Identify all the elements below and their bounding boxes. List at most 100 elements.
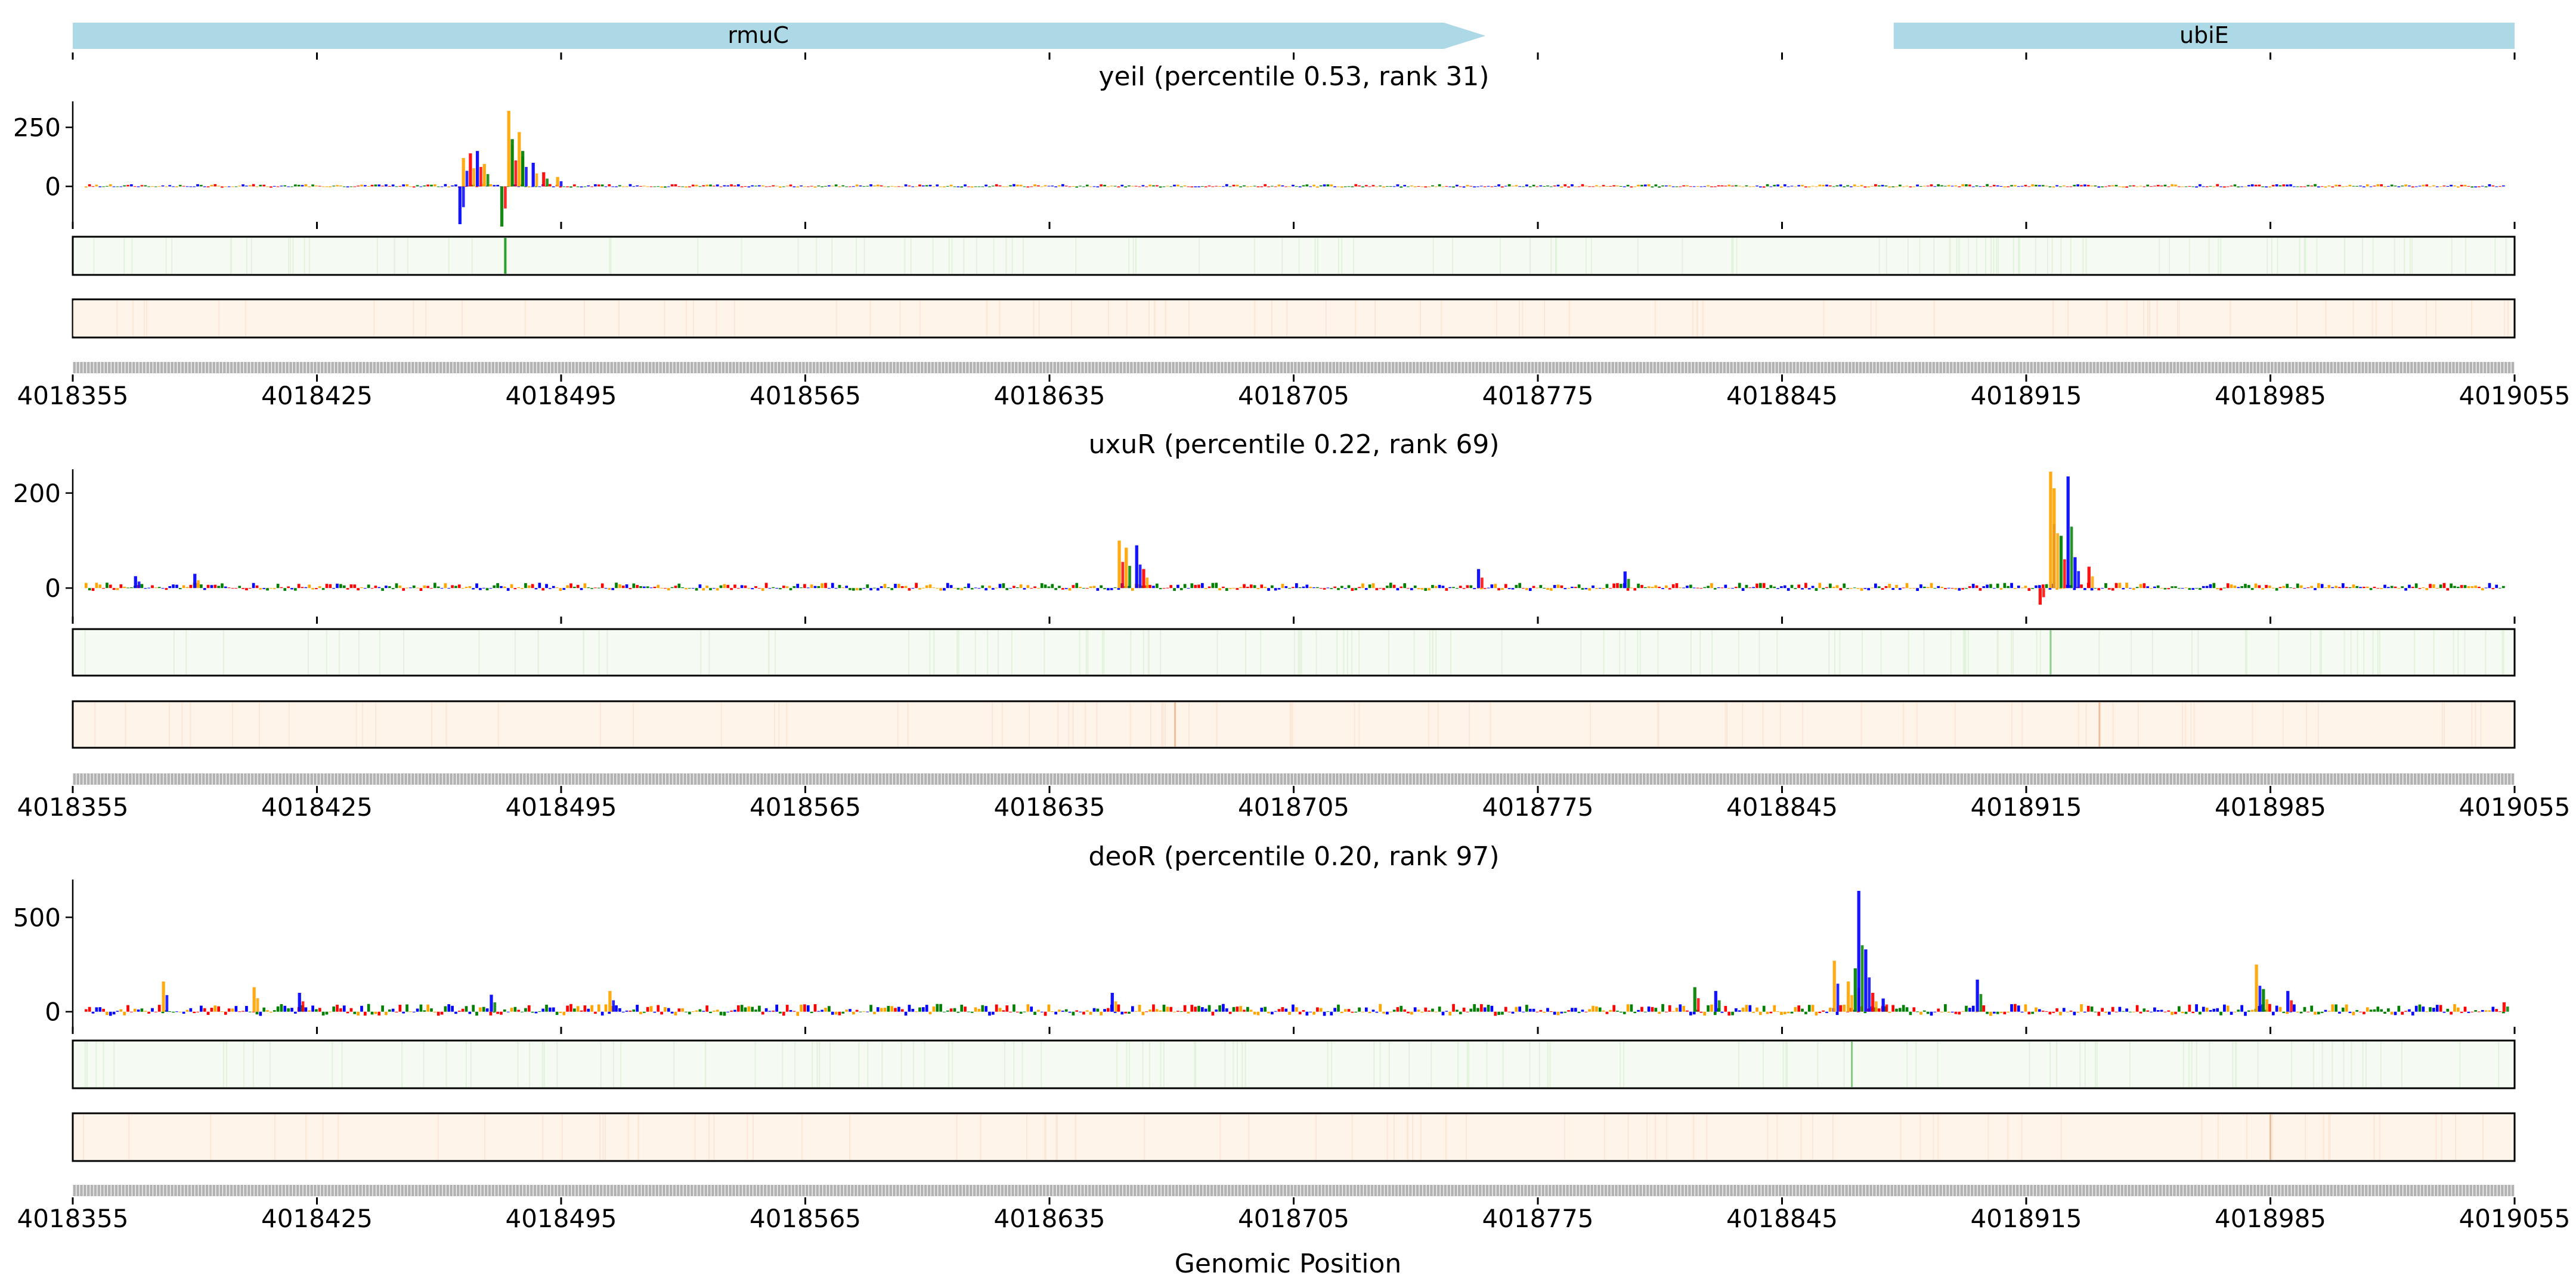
logo-noise-bar (709, 588, 712, 590)
logo-noise-bar (1148, 1009, 1151, 1012)
sequence-base (2438, 773, 2441, 785)
sequence-base (2392, 773, 2396, 785)
logo-noise-bar (1480, 185, 1483, 187)
logo-noise-bar (1002, 583, 1005, 589)
logo-noise-bar (643, 185, 646, 187)
sequence-base (1248, 773, 1252, 785)
logo-noise-bar (873, 185, 876, 187)
sequence-base (662, 1185, 665, 1196)
sequence-base (2431, 1185, 2434, 1196)
sequence-base (1643, 362, 1646, 373)
logo-noise-bar (402, 1011, 405, 1014)
logo-noise-bar (1403, 1009, 1406, 1012)
sequence-base (2246, 362, 2249, 373)
sequence-base (882, 362, 886, 373)
sequence-base (676, 773, 680, 785)
logo-noise-bar (695, 588, 698, 591)
sequence-base (2507, 362, 2511, 373)
logo-noise-bar (2038, 585, 2041, 589)
sequence-base (2504, 362, 2507, 373)
logo-noise-bar (1846, 1011, 1849, 1013)
sequence-base (2096, 773, 2100, 785)
logo-noise-bar (119, 1009, 123, 1012)
logo-noise-bar (792, 586, 796, 589)
motif-panels: yeiI (percentile 0.53, rank 31)025040183… (13, 61, 2571, 1233)
logo-noise-bar (2202, 186, 2205, 187)
logo-noise-bar (1815, 1011, 1818, 1015)
logo-noise-bar (1703, 587, 1707, 589)
logo-noise-bar (1438, 184, 1441, 187)
logo-noise-bar (1364, 185, 1368, 187)
logo-noise-bar (1047, 1004, 1051, 1012)
logo-noise-bar (416, 587, 419, 589)
sequence-base (1967, 773, 1970, 785)
logo-noise-bar (2463, 1007, 2467, 1012)
sequence-base (1761, 362, 1764, 373)
logo-noise-bar (1379, 1004, 1382, 1012)
sequence-base (914, 773, 917, 785)
logo-noise-bar (1961, 1011, 1964, 1012)
sequence-base (1485, 773, 1489, 785)
logo-noise-bar (2181, 1011, 2184, 1014)
logo-noise-bar (1584, 588, 1588, 590)
sequence-base (778, 773, 781, 785)
logo-noise-bar (2453, 185, 2456, 187)
sequence-base (1175, 362, 1178, 373)
logo-noise-bar (2146, 586, 2150, 589)
logo-noise-bar (1986, 584, 1989, 589)
logo-noise-bar (1490, 584, 1494, 589)
sequence-base (1496, 773, 1499, 785)
sequence-base (1747, 362, 1751, 373)
sequence-base (299, 773, 303, 785)
motif-peak-companion (504, 186, 507, 209)
logo-noise-bar (1215, 185, 1218, 187)
sequence-base (390, 362, 394, 373)
logo-noise-bar (423, 1010, 426, 1012)
sequence-base (129, 773, 132, 785)
sequence-base (746, 1185, 750, 1196)
logo-noise-bar (1804, 583, 1807, 589)
logo-noise-bar (1992, 588, 1996, 589)
logo-noise-bar (2376, 184, 2380, 187)
sequence-base (1977, 1185, 1981, 1196)
gene-annotation-track: rmuC ubiE (72, 22, 2516, 60)
logo-noise-bar (2376, 588, 2380, 589)
logo-noise-bar (2467, 185, 2470, 187)
sequence-base (2222, 1185, 2225, 1196)
logo-noise-bar (475, 583, 478, 589)
sequence-base (1726, 362, 1730, 373)
sequence-base (2246, 773, 2249, 785)
logo-noise-bar (178, 185, 182, 187)
logo-noise-bar (133, 186, 137, 187)
sequence-base (966, 773, 969, 785)
sequence-base (2323, 1185, 2326, 1196)
logo-noise-bar (1166, 185, 1169, 187)
logo-noise-bar (2111, 1007, 2114, 1012)
sequence-base (1897, 1185, 1900, 1196)
logo-noise-bar (2446, 588, 2450, 591)
logo-noise-bar (1556, 1011, 1560, 1015)
sequence-base (2058, 773, 2061, 785)
sequence-base (2354, 773, 2358, 785)
sequence-base (829, 773, 833, 785)
logo-noise-bar (2178, 588, 2181, 589)
sequence-base (1824, 362, 1827, 373)
sequence-base (889, 1185, 893, 1196)
logo-noise-bar (1271, 185, 1274, 187)
logo-noise-bar (270, 588, 273, 589)
logo-noise-bar (262, 588, 266, 589)
sequence-base (1130, 773, 1133, 785)
sequence-base (1217, 1185, 1220, 1196)
logo-noise-bar (653, 586, 657, 589)
sequence-base (1357, 773, 1360, 785)
logo-noise-bar (1518, 186, 1522, 187)
sequence-base (2064, 1185, 2068, 1196)
logo-noise-bar (1169, 585, 1173, 589)
logo-noise-bar (922, 185, 925, 187)
sequence-base (1004, 1185, 1008, 1196)
sequence-base (1849, 362, 1852, 373)
logo-noise-bar (360, 1005, 363, 1012)
logo-noise-bar (691, 184, 695, 187)
logo-noise-bar (1592, 186, 1594, 187)
logo-noise-bar (1710, 583, 1713, 589)
